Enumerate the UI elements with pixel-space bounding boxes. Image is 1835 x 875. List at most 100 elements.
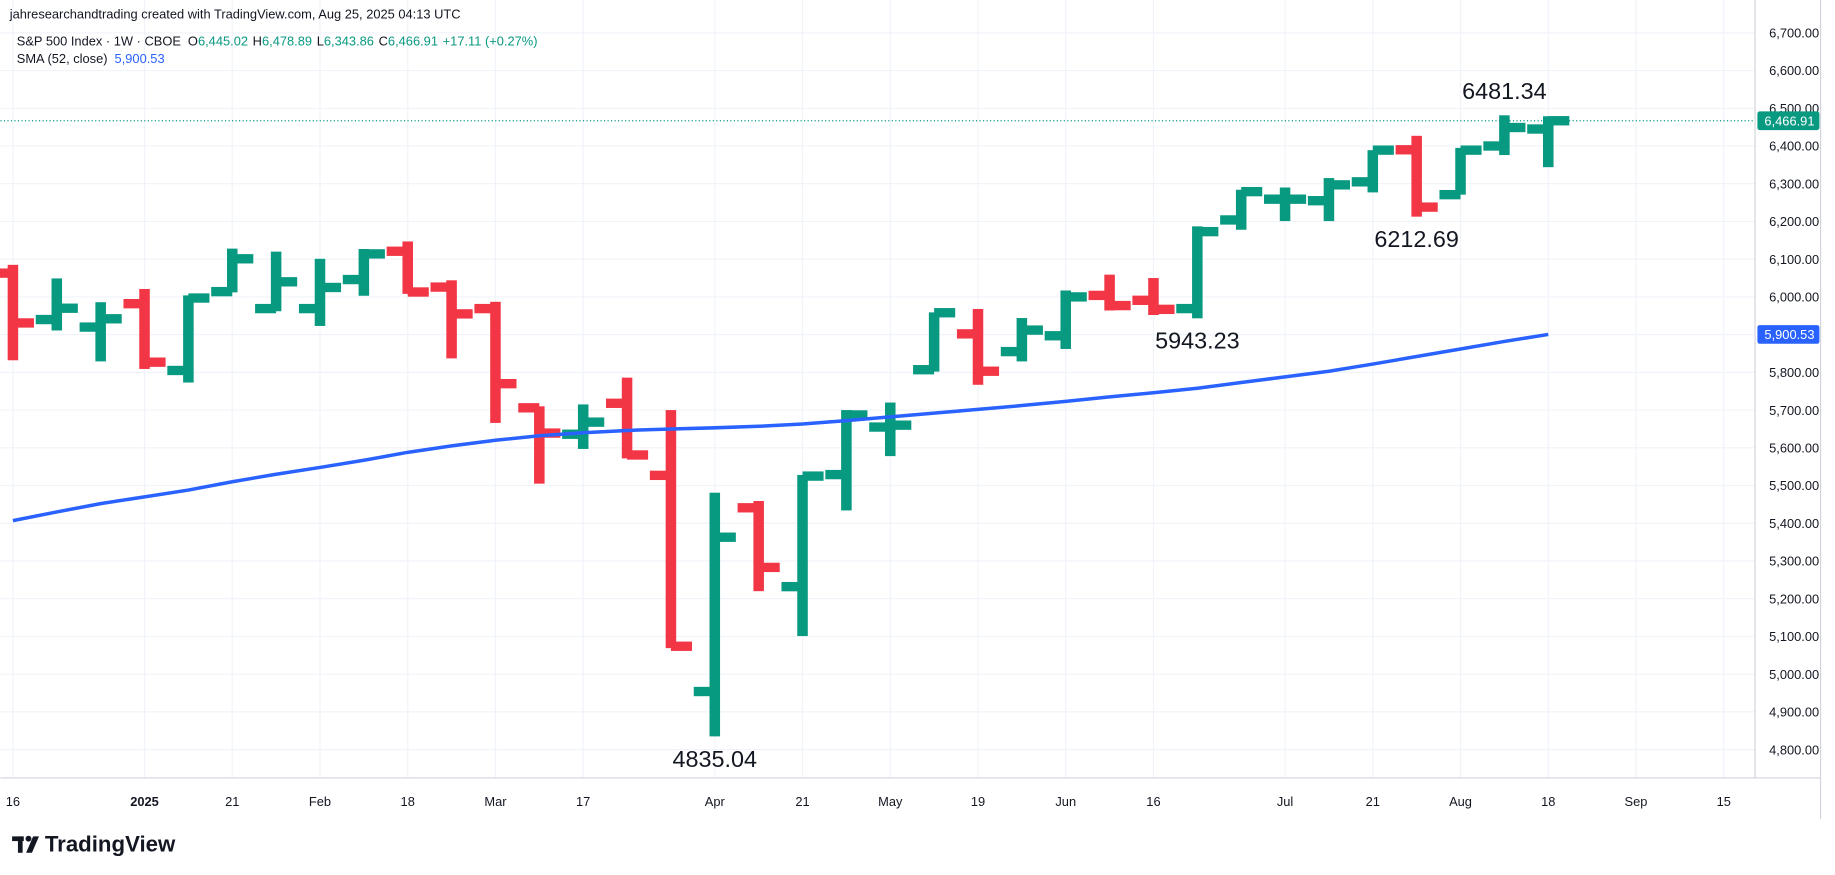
y-tick-label: 5,700.00 <box>1769 403 1819 418</box>
ohlc-range <box>1411 135 1422 217</box>
y-tick-label: 4,900.00 <box>1769 705 1819 720</box>
ohlc-range <box>1235 189 1247 230</box>
ohlc-open <box>1307 196 1329 206</box>
x-tick-label: 21 <box>225 794 239 809</box>
legend-ohlc: S&P 500 Index · 1W · CBOE O6,445.02 H6,478… <box>17 34 538 49</box>
ohlc-range <box>1367 150 1379 193</box>
ohlc-range <box>402 241 413 294</box>
ohlc-range <box>534 406 545 484</box>
ohlc-close <box>1460 145 1482 155</box>
y-tick-label: 5,800.00 <box>1769 365 1819 380</box>
x-tick-label: Jul <box>1277 794 1293 809</box>
ohlc-open <box>649 470 671 481</box>
ohlc-range <box>1455 147 1466 195</box>
ohlc-close <box>539 428 561 438</box>
grid <box>0 0 1756 778</box>
x-tick-label: Aug <box>1449 794 1472 809</box>
ohlc-range <box>1499 115 1510 156</box>
ohlc-open <box>211 286 233 297</box>
ohlc-close <box>1285 194 1307 204</box>
ohlc-open <box>1176 303 1198 314</box>
annotation: 6212.69 <box>1374 226 1459 252</box>
ohlc-open <box>1264 194 1286 204</box>
ohlc-open <box>956 329 978 339</box>
ohlc-open <box>35 314 57 325</box>
x-tick-label: May <box>878 794 903 809</box>
ohlc-open <box>123 299 145 309</box>
x-tick-label: 2025 <box>130 794 159 809</box>
ohlc-close <box>1328 180 1350 190</box>
ohlc-close <box>627 450 649 460</box>
ohlc-close <box>1065 292 1087 302</box>
ohlc-open <box>474 303 496 314</box>
ohlc-range <box>1060 290 1071 349</box>
ohlc-close <box>670 641 692 651</box>
y-tick-label: 5,100.00 <box>1769 629 1819 644</box>
x-tick-label: 15 <box>1717 794 1731 809</box>
ohlc-open <box>693 686 715 697</box>
plot <box>0 115 1756 737</box>
y-tick-label: 5,400.00 <box>1769 516 1819 531</box>
ohlc-open <box>518 403 540 413</box>
y-tick-label: 6,000.00 <box>1769 290 1819 305</box>
ohlc-close <box>1153 304 1175 315</box>
ohlc-open <box>1220 215 1242 225</box>
ohlc-open <box>869 422 891 432</box>
x-tick-label: Feb <box>309 794 331 809</box>
ohlc-open <box>1044 331 1066 341</box>
ohlc-open <box>386 246 408 256</box>
ohlc-open <box>342 274 364 285</box>
ohlc-close <box>1197 226 1219 237</box>
caption: jahresearchandtrading created with Tradi… <box>9 7 461 22</box>
x-tick-label: Mar <box>484 794 507 809</box>
y-tick-label: 5,300.00 <box>1769 554 1819 569</box>
ohlc-range <box>1279 187 1291 222</box>
ohlc-close <box>451 309 473 319</box>
ohlc-close <box>1416 202 1438 212</box>
ohlc-close <box>1021 325 1043 335</box>
sma-last-label: 5,900.53 <box>1764 327 1814 342</box>
annotation: 6481.34 <box>1462 78 1547 104</box>
ohlc-range <box>314 258 326 326</box>
legend-value: 6,466.91 <box>388 34 438 49</box>
ohlc-open <box>298 303 320 314</box>
ohlc-close <box>144 357 166 367</box>
ohlc-open <box>1395 145 1417 155</box>
ohlc-range <box>490 301 501 423</box>
ohlc-range <box>797 474 808 637</box>
ohlc-close <box>1372 145 1394 155</box>
logo-part <box>26 836 39 853</box>
sma-last-box <box>1757 325 1820 344</box>
y-tick-label: 6,100.00 <box>1769 252 1819 267</box>
annotation: 5943.23 <box>1155 328 1240 354</box>
legend-value: 6,445.02 <box>198 34 248 49</box>
ohlc-open <box>0 268 13 278</box>
ohlc-open <box>606 398 628 408</box>
legend-value: 6,343.86 <box>324 34 374 49</box>
logo: TradingView <box>12 832 176 857</box>
ohlc-close <box>232 254 254 264</box>
ohlc-close <box>583 417 605 427</box>
ohlc-open <box>1527 124 1549 134</box>
ohlc-close <box>188 293 210 303</box>
ohlc-range <box>841 410 852 511</box>
legend-sma-name: SMA (52, close) <box>17 51 108 66</box>
x-tick-label: 16 <box>6 794 20 809</box>
ohlc-range <box>7 264 19 361</box>
ohlc-close <box>1504 122 1526 133</box>
logo-part <box>25 835 32 842</box>
last-price-box <box>1757 111 1820 131</box>
ohlc-close <box>100 314 122 324</box>
ohlc-close <box>934 308 956 318</box>
x-tick-label: Apr <box>705 794 726 809</box>
ohlc-range <box>621 377 633 459</box>
ohlc-close <box>977 366 1000 376</box>
overlay: 4,800.00 4,900.00 5,000.00 5,100.00 5,200.00… <box>6 26 1820 809</box>
x-tick-label: 16 <box>1146 794 1160 809</box>
ohlc-range <box>753 500 764 592</box>
ohlc-close <box>407 287 429 297</box>
y-tick-label: 6,400.00 <box>1769 139 1819 154</box>
ohlc-range <box>446 280 457 359</box>
